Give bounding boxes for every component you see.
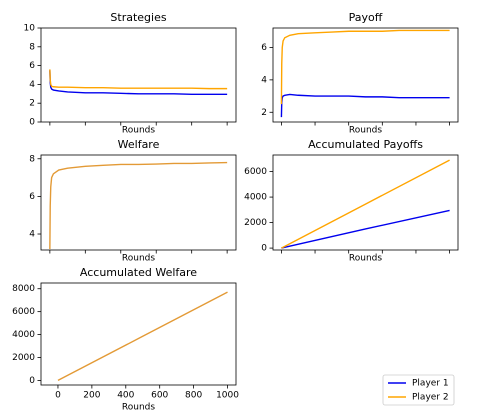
series-line bbox=[57, 291, 228, 382]
y-tick-label: 4 bbox=[261, 75, 267, 85]
chart-title: Strategies bbox=[110, 11, 166, 24]
x-tick-label: 600 bbox=[151, 391, 168, 401]
y-tick-label: 10 bbox=[24, 24, 36, 34]
series-line bbox=[280, 29, 450, 105]
chart-title: Accumulated Welfare bbox=[80, 266, 197, 279]
chart-title: Payoff bbox=[349, 11, 383, 24]
plot-area bbox=[57, 291, 228, 382]
x-axis-label: Rounds bbox=[122, 126, 155, 136]
series-line bbox=[49, 161, 228, 250]
y-tick-label: 6000 bbox=[12, 307, 35, 317]
y-tick-label: 0 bbox=[261, 244, 267, 254]
series-line bbox=[49, 69, 228, 90]
series-line bbox=[281, 209, 450, 249]
chart-title: Accumulated Payoffs bbox=[308, 138, 423, 151]
y-tick-label: 0 bbox=[29, 118, 35, 128]
plot-area bbox=[280, 29, 450, 118]
plot-area bbox=[49, 69, 228, 95]
legend-label: Player 1 bbox=[412, 379, 449, 389]
subplot: Strategies 0 2 4 6 8 10 Rounds bbox=[24, 11, 237, 136]
y-tick-label: 8 bbox=[29, 154, 35, 164]
x-tick-label: 0 bbox=[55, 391, 61, 401]
legend-label: Player 2 bbox=[412, 393, 449, 403]
subplot: Accumulated Payoffs 0 2000 4000 6000 Rounds bbox=[244, 138, 459, 264]
y-tick-label: 4 bbox=[29, 80, 35, 90]
series-line bbox=[280, 93, 450, 118]
y-tick-label: 2 bbox=[29, 99, 35, 109]
series-line bbox=[281, 159, 450, 249]
y-tick-label: 6 bbox=[29, 61, 35, 71]
plot-area bbox=[49, 161, 228, 250]
y-tick-label: 4000 bbox=[12, 330, 35, 340]
series-line bbox=[49, 70, 228, 95]
axes-frame bbox=[40, 282, 237, 386]
x-tick-label: 800 bbox=[185, 391, 202, 401]
axes-frame bbox=[272, 27, 459, 123]
x-axis-label: Rounds bbox=[349, 126, 382, 136]
chart-title: Welfare bbox=[118, 138, 160, 151]
y-tick-label: 2000 bbox=[244, 218, 267, 228]
y-tick-label: 6000 bbox=[244, 167, 267, 177]
x-axis-label: Rounds bbox=[349, 254, 382, 264]
y-tick-label: 0 bbox=[29, 376, 35, 386]
subplot: Accumulated Welfare 0 2000 4000 6000 8000 0 200… bbox=[12, 266, 239, 413]
x-tick-label: 200 bbox=[83, 391, 100, 401]
y-tick-label: 4000 bbox=[244, 193, 267, 203]
y-tick-label: 8 bbox=[29, 42, 35, 52]
legend: Player 1 Player 2 bbox=[382, 374, 455, 406]
axes-frame bbox=[272, 154, 459, 251]
y-tick-label: 4 bbox=[29, 230, 35, 240]
y-tick-label: 2 bbox=[261, 108, 267, 118]
x-axis-label: Rounds bbox=[122, 403, 155, 413]
plot-area bbox=[281, 159, 450, 249]
subplot: Welfare 4 6 8 Rounds bbox=[29, 138, 237, 264]
subplot: Payoff 2 4 6 Rounds bbox=[261, 11, 459, 136]
x-tick-label: 400 bbox=[117, 391, 134, 401]
axes-frame bbox=[40, 27, 237, 123]
x-tick-label: 1000 bbox=[216, 391, 239, 401]
y-tick-label: 6 bbox=[261, 43, 267, 53]
axes-frame bbox=[40, 154, 237, 251]
y-tick-label: 8000 bbox=[12, 284, 35, 294]
y-tick-label: 2000 bbox=[12, 353, 35, 363]
x-axis-label: Rounds bbox=[122, 254, 155, 264]
y-tick-label: 6 bbox=[29, 192, 35, 202]
